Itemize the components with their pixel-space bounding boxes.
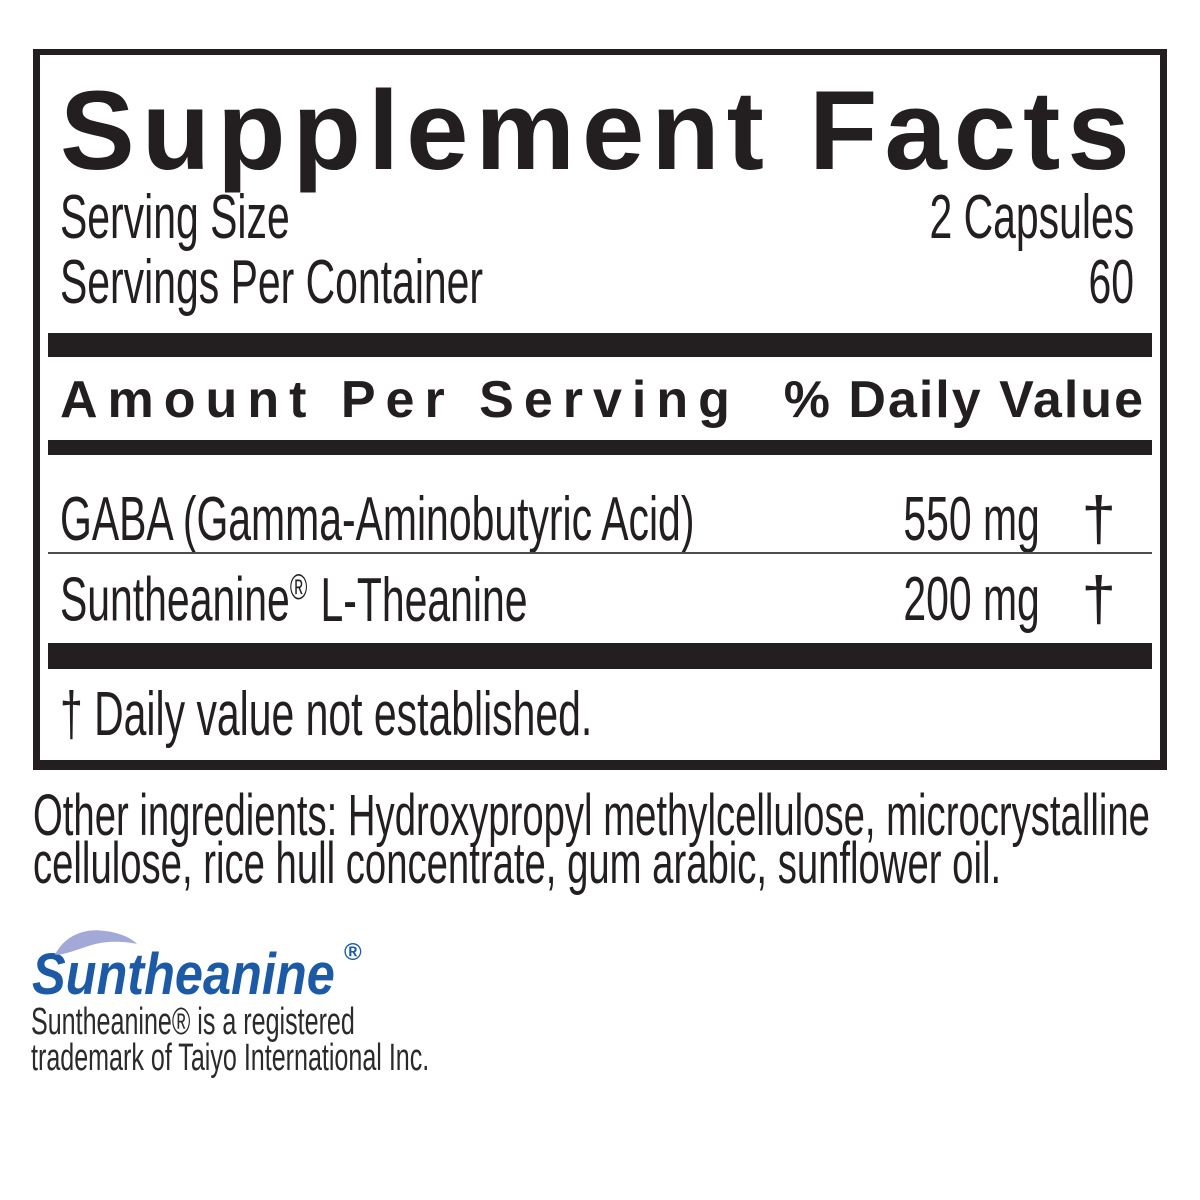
nutrient-name: GABA (Gamma-Aminobutyric Acid)	[60, 485, 695, 554]
servings-per-container-value: 60	[1088, 248, 1134, 317]
daily-value-dagger: †	[1081, 485, 1116, 554]
daily-value-dagger: †	[1081, 565, 1116, 634]
medium-separator-bar	[48, 440, 1152, 455]
other-ingredients-line1: Other ingredients: Hydroxypropyl methylc…	[33, 783, 1150, 848]
row-divider-line	[48, 552, 1152, 554]
amount-per-serving-header: Amount Per Serving	[60, 371, 740, 429]
thick-separator-bar-top	[48, 333, 1152, 357]
servings-per-container-row: Servings Per Container 60	[60, 252, 1152, 314]
logo-registered-mark: ®	[344, 939, 362, 966]
supplement-facts-panel: Supplement Facts Serving Size 2 Capsules…	[33, 49, 1167, 770]
trademark-note-line2: trademark of Taiyo International Inc.	[31, 1037, 430, 1079]
panel-title: Supplement Facts	[60, 68, 1137, 193]
nutrient-row-gaba: GABA (Gamma-Aminobutyric Acid) 550 mg †	[60, 489, 1152, 551]
suntheanine-swoosh-icon	[54, 930, 138, 955]
footnote-row: † Daily value not established.	[60, 684, 1152, 746]
other-ingredients-text: Other ingredients: Hydroxypropyl methylc…	[33, 783, 1195, 896]
registered-mark: ®	[289, 566, 309, 607]
serving-size-value: 2 Capsules	[929, 183, 1134, 252]
suntheanine-logo-text: Suntheanine	[32, 942, 335, 1007]
nutrient-amount: 200 mg	[903, 565, 1040, 634]
column-header-row: Amount Per Serving % Daily Value	[60, 374, 1152, 426]
nutrient-name: Suntheanine® L-Theanine	[60, 565, 528, 635]
trademark-note: Suntheanine® is a registered trademark o…	[31, 1001, 493, 1079]
daily-value-header: % Daily Value	[783, 371, 1145, 429]
other-ingredients-line2: cellulose, rice hull concentrate, gum ar…	[33, 831, 1002, 896]
trademark-note-line1: Suntheanine® is a registered	[31, 1001, 355, 1043]
serving-size-row: Serving Size 2 Capsules	[60, 187, 1152, 249]
footnote-text: † Daily value not established.	[60, 680, 593, 749]
nutrient-amount: 550 mg	[903, 485, 1040, 554]
servings-per-container-label: Servings Per Container	[60, 248, 484, 317]
serving-size-label: Serving Size	[60, 183, 290, 252]
nutrient-row-suntheanine: Suntheanine® L-Theanine 200 mg †	[60, 569, 1152, 632]
suntheanine-logo: Suntheanine ®	[28, 920, 388, 1015]
thick-separator-bar-bottom	[48, 643, 1152, 669]
